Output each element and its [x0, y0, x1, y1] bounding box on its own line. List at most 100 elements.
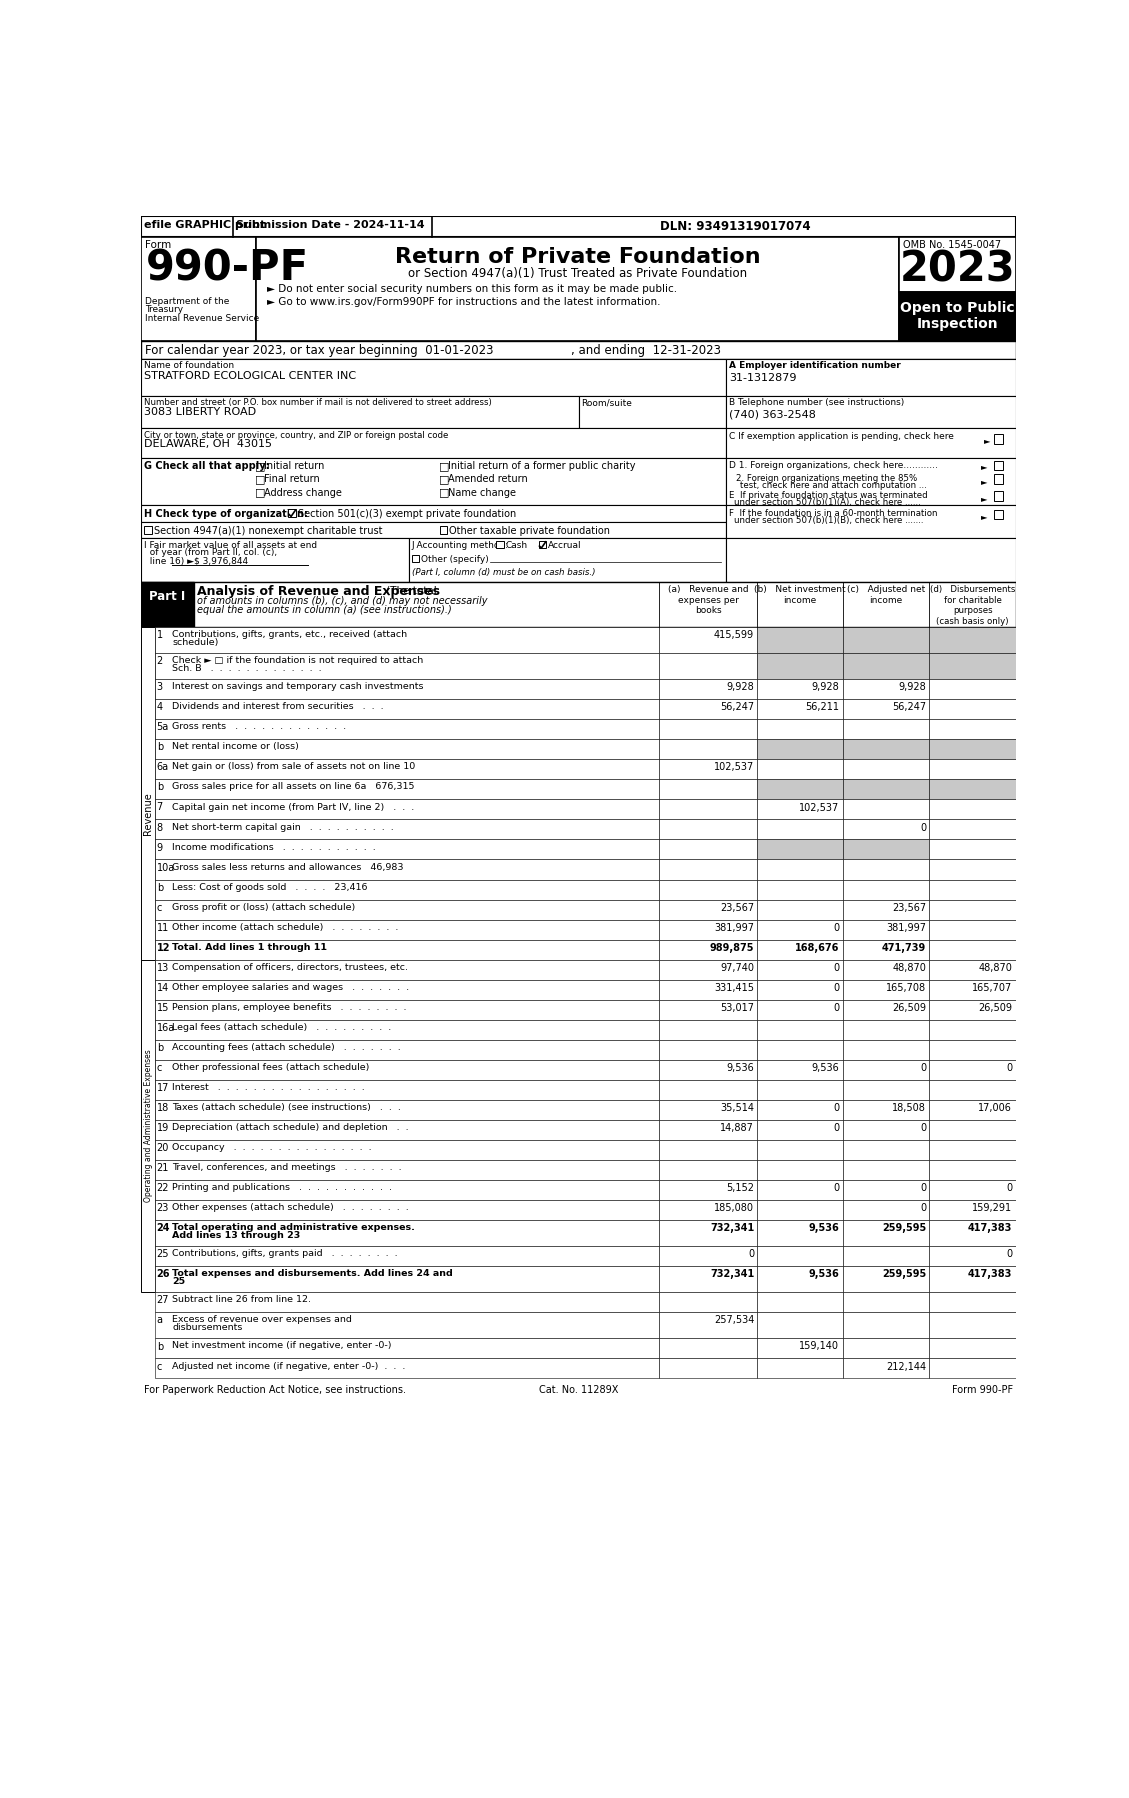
Text: 990-PF: 990-PF	[146, 248, 309, 289]
Bar	[929, 779, 1016, 800]
Bar	[929, 1059, 1016, 1081]
Bar	[659, 1313, 758, 1338]
Text: 17,006: 17,006	[979, 1102, 1013, 1113]
Text: Other professional fees (attach schedule): Other professional fees (attach schedule…	[172, 1063, 369, 1072]
Bar	[929, 800, 1016, 820]
Text: Income modifications   .  .  .  .  .  .  .  .  .  .  .: Income modifications . . . . . . . . . .…	[172, 843, 376, 852]
Bar	[659, 779, 758, 800]
Text: 417,383: 417,383	[968, 1223, 1013, 1233]
Text: 9,536: 9,536	[808, 1223, 839, 1233]
Bar	[659, 1120, 758, 1140]
Bar	[659, 699, 758, 719]
Text: Gross rents   .  .  .  .  .  .  .  .  .  .  .  .  .: Gross rents . . . . . . . . . . . . .	[172, 723, 347, 732]
Text: 165,708: 165,708	[886, 984, 926, 992]
Text: Revenue: Revenue	[143, 791, 154, 834]
Bar	[659, 1293, 758, 1313]
Bar	[929, 1000, 1016, 1019]
Bar	[409, 538, 726, 583]
Text: schedule): schedule)	[172, 638, 219, 647]
Text: ► Do not enter social security numbers on this form as it may be made public.: ► Do not enter social security numbers o…	[268, 284, 677, 295]
Bar	[929, 859, 1016, 879]
Bar	[659, 859, 758, 879]
Bar	[758, 1266, 842, 1293]
Bar	[842, 739, 929, 759]
Bar	[842, 1199, 929, 1219]
Bar	[929, 1199, 1016, 1219]
Bar	[256, 237, 899, 340]
Text: Number and street (or P.O. box number if mail is not delivered to street address: Number and street (or P.O. box number if…	[145, 397, 492, 408]
Bar	[659, 1179, 758, 1199]
Bar	[659, 1100, 758, 1120]
Text: 13: 13	[157, 962, 169, 973]
Text: DLN: 93491319017074: DLN: 93491319017074	[660, 219, 811, 232]
Text: Analysis of Revenue and Expenses: Analysis of Revenue and Expenses	[196, 586, 440, 599]
Bar	[758, 739, 842, 759]
Bar	[155, 653, 659, 680]
Bar	[758, 1199, 842, 1219]
Text: 0: 0	[1006, 1063, 1013, 1073]
Bar	[929, 980, 1016, 1000]
Text: Total operating and administrative expenses.: Total operating and administrative expen…	[172, 1223, 415, 1232]
Bar	[155, 980, 659, 1000]
Bar	[539, 541, 546, 548]
Bar	[758, 719, 842, 739]
Text: ►: ►	[981, 462, 988, 471]
Bar	[155, 820, 659, 840]
Bar	[659, 800, 758, 820]
Bar	[155, 680, 659, 699]
Text: D 1. Foreign organizations, check here............: D 1. Foreign organizations, check here..…	[729, 460, 938, 469]
Text: Gross profit or (loss) (attach schedule): Gross profit or (loss) (attach schedule)	[172, 903, 356, 912]
Bar	[155, 1160, 659, 1179]
Bar	[758, 1059, 842, 1081]
Bar	[842, 680, 929, 699]
Bar	[758, 1246, 842, 1266]
Text: 2023: 2023	[900, 248, 1015, 291]
Text: Contributions, gifts, grants paid   .  .  .  .  .  .  .  .: Contributions, gifts, grants paid . . . …	[172, 1250, 397, 1259]
Text: □: □	[255, 475, 265, 484]
Bar	[758, 628, 842, 653]
Bar	[659, 1081, 758, 1100]
Bar	[758, 919, 842, 940]
Bar	[141, 360, 726, 396]
Bar	[842, 840, 929, 859]
Text: I Fair market value of all assets at end: I Fair market value of all assets at end	[145, 541, 317, 550]
Text: Section 4947(a)(1) nonexempt charitable trust: Section 4947(a)(1) nonexempt charitable …	[154, 527, 382, 536]
Bar	[155, 1081, 659, 1100]
Bar	[141, 583, 194, 628]
Bar	[155, 1059, 659, 1081]
Text: 168,676: 168,676	[795, 942, 839, 953]
Text: 11: 11	[157, 922, 169, 933]
Text: 9,928: 9,928	[726, 683, 754, 692]
Text: Open to Public
Inspection: Open to Public Inspection	[900, 302, 1015, 331]
Text: G Check all that apply:: G Check all that apply:	[145, 462, 270, 471]
Bar	[155, 1100, 659, 1120]
Bar	[758, 1359, 842, 1379]
Text: of year (from Part II, col. (c),: of year (from Part II, col. (c),	[145, 548, 278, 557]
Bar	[155, 739, 659, 759]
Text: 989,875: 989,875	[710, 942, 754, 953]
Bar	[758, 940, 842, 960]
Bar	[842, 1179, 929, 1199]
Text: Net investment income (if negative, enter -0-): Net investment income (if negative, ente…	[172, 1341, 392, 1350]
Text: 22: 22	[157, 1183, 169, 1192]
Bar	[659, 1039, 758, 1059]
Bar	[659, 739, 758, 759]
Text: 9: 9	[157, 843, 163, 852]
Text: 257,534: 257,534	[714, 1316, 754, 1325]
Text: Internal Revenue Service: Internal Revenue Service	[145, 313, 260, 322]
Bar	[758, 960, 842, 980]
Text: 35,514: 35,514	[720, 1102, 754, 1113]
Text: A Employer identification number: A Employer identification number	[729, 361, 901, 370]
Text: 26,509: 26,509	[892, 1003, 926, 1012]
Text: 19: 19	[157, 1122, 169, 1133]
Bar	[929, 940, 1016, 960]
Text: b: b	[157, 883, 163, 892]
Text: 5,152: 5,152	[726, 1183, 754, 1192]
Text: 2. Foreign organizations meeting the 85%: 2. Foreign organizations meeting the 85%	[736, 475, 917, 484]
Bar	[659, 820, 758, 840]
Text: 31-1312879: 31-1312879	[729, 372, 797, 383]
Text: 12: 12	[157, 942, 170, 953]
Text: 56,247: 56,247	[720, 703, 754, 712]
Bar	[842, 940, 929, 960]
Bar	[141, 457, 726, 505]
